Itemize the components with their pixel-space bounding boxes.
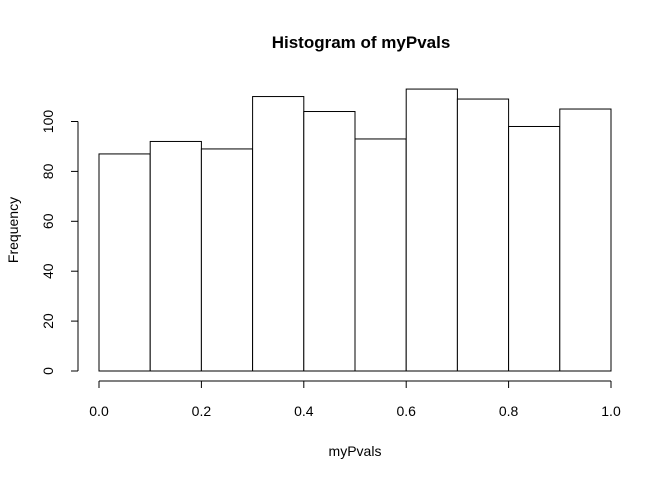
y-tick-label-0: 0 (40, 367, 56, 375)
histogram-bar-8 (508, 125, 561, 372)
x-axis-label: myPvals (329, 443, 382, 459)
chart-title: Histogram of myPvals (272, 33, 451, 52)
bars-group (98, 88, 612, 372)
y-tick-label-3: 60 (40, 213, 56, 229)
x-tick-label-1: 0.2 (192, 403, 212, 419)
x-tick-label-4: 0.8 (499, 403, 519, 419)
y-tick-label-1: 20 (40, 313, 56, 329)
histogram-bar-0 (98, 153, 151, 372)
x-tick-label-3: 0.6 (396, 403, 416, 419)
x-tick-label-0: 0.0 (89, 403, 109, 419)
histogram-bar-5 (354, 138, 407, 372)
histogram-bar-4 (303, 111, 356, 372)
histogram-bar-2 (200, 148, 254, 372)
histogram-bar-3 (252, 96, 305, 372)
histogram-bar-1 (149, 140, 202, 372)
histogram-bar-6 (405, 88, 458, 372)
y-axis-label: Frequency (5, 197, 21, 263)
y-tick-label-2: 40 (40, 263, 56, 279)
x-tick-label-5: 1.0 (601, 403, 621, 419)
x-tick-label-2: 0.4 (294, 403, 314, 419)
y-tick-label-5: 100 (40, 110, 56, 134)
histogram-bar-7 (456, 98, 510, 372)
x-axis: 0.0 0.2 0.4 0.6 0.8 1.0 (89, 380, 621, 419)
y-tick-label-4: 80 (40, 163, 56, 179)
y-axis: 0 20 40 60 80 100 (40, 110, 79, 375)
histogram-bar-9 (559, 108, 612, 372)
